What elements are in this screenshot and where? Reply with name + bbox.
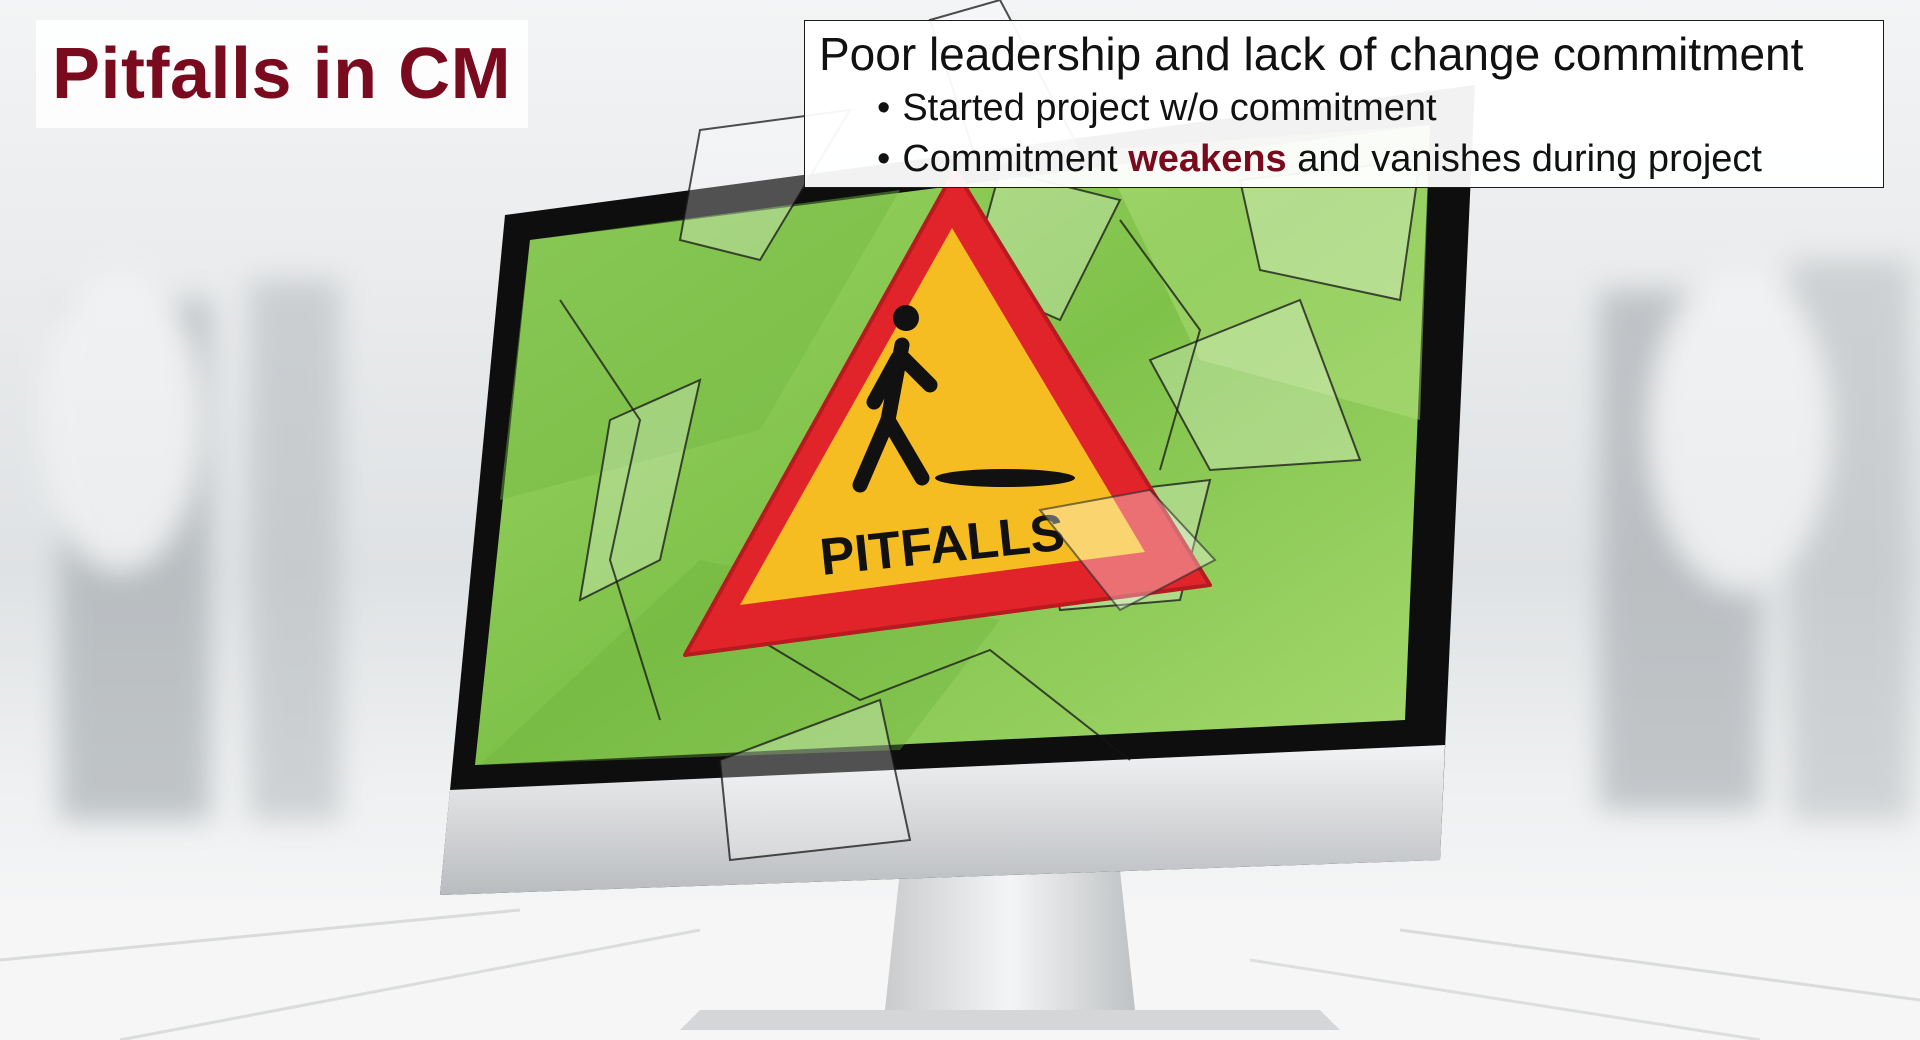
slide-title: Pitfalls in CM — [52, 34, 512, 114]
warning-triangle-icon — [683, 168, 1212, 657]
monitor-stand — [680, 870, 1340, 1030]
bullet-text-before: Commitment — [902, 138, 1129, 180]
info-box: Poor leadership and lack of change commi… — [804, 20, 1884, 188]
bullet-item: Started project w/o commitment — [877, 83, 1869, 134]
bullet-item: Commitment weakens and vanishes during p… — [877, 134, 1869, 185]
bullet-text: Started project w/o commitment — [902, 87, 1437, 129]
bullet-list: Started project w/o commitment Commitmen… — [819, 83, 1869, 185]
bullet-highlight: weakens — [1128, 138, 1287, 180]
info-heading: Poor leadership and lack of change commi… — [819, 28, 1804, 80]
bullet-text-after: and vanishes during project — [1286, 138, 1762, 180]
walking-person-icon — [852, 305, 938, 493]
slide-title-box: Pitfalls in CM — [36, 20, 528, 128]
glass-shard — [1038, 488, 1217, 612]
